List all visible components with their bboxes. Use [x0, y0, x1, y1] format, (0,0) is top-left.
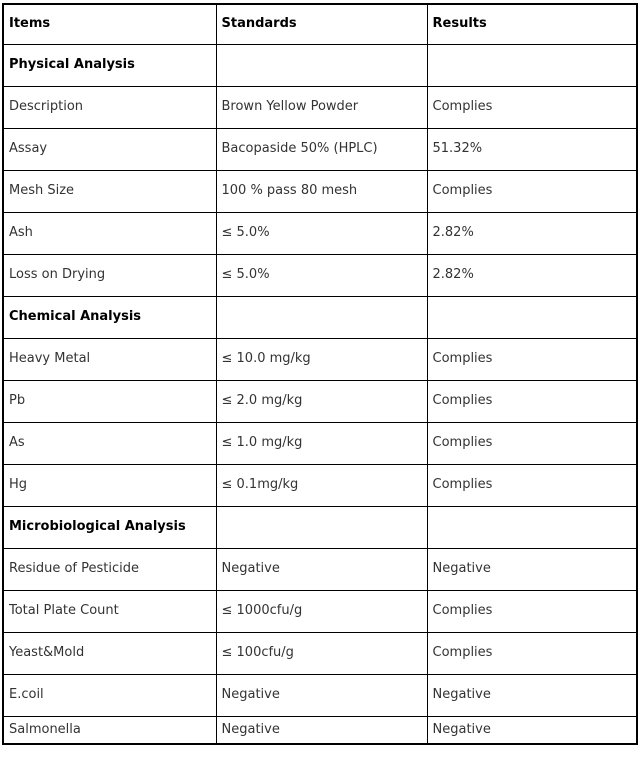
standard-cell: [215, 295, 428, 339]
standard-cell: ≤ 5.0%: [215, 253, 428, 297]
item-cell: As: [2, 421, 217, 465]
result-cell: Negative: [426, 673, 638, 717]
result-cell: Complies: [426, 169, 638, 213]
standard-cell: Brown Yellow Powder: [215, 85, 428, 129]
standard-cell: 100 % pass 80 mesh: [215, 169, 428, 213]
standard-cell: ≤ 1.0 mg/kg: [215, 421, 428, 465]
item-cell: Total Plate Count: [2, 589, 217, 633]
table-row: E.coil Negative Negative: [2, 673, 638, 717]
standard-cell: ≤ 2.0 mg/kg: [215, 379, 428, 423]
table-row: Total Plate Count ≤ 1000cfu/g Complies: [2, 589, 638, 633]
column-header-results: Results: [426, 3, 638, 45]
result-cell: Complies: [426, 421, 638, 465]
table-row: Pb ≤ 2.0 mg/kg Complies: [2, 379, 638, 423]
result-cell: Complies: [426, 463, 638, 507]
item-cell: Pb: [2, 379, 217, 423]
column-header-items: Items: [2, 3, 217, 45]
table-row: As ≤ 1.0 mg/kg Complies: [2, 421, 638, 465]
standard-cell: ≤ 1000cfu/g: [215, 589, 428, 633]
table-row: Hg ≤ 0.1mg/kg Complies: [2, 463, 638, 507]
item-cell: Chemical Analysis: [2, 295, 217, 339]
result-cell: Negative: [426, 547, 638, 591]
result-cell: Complies: [426, 379, 638, 423]
item-cell: Mesh Size: [2, 169, 217, 213]
result-cell: [426, 295, 638, 339]
result-cell: 2.82%: [426, 211, 638, 255]
standard-cell: Negative: [215, 715, 428, 745]
section-row: Chemical Analysis: [2, 295, 638, 339]
item-cell: Microbiological Analysis: [2, 505, 217, 549]
section-row: Microbiological Analysis: [2, 505, 638, 549]
result-cell: Complies: [426, 85, 638, 129]
table-row: Assay Bacopaside 50% (HPLC) 51.32%: [2, 127, 638, 171]
result-cell: Complies: [426, 631, 638, 675]
standard-cell: Negative: [215, 547, 428, 591]
result-cell: 2.82%: [426, 253, 638, 297]
result-cell: Negative: [426, 715, 638, 745]
standard-cell: Negative: [215, 673, 428, 717]
result-cell: Complies: [426, 589, 638, 633]
standard-cell: ≤ 100cfu/g: [215, 631, 428, 675]
item-cell: Salmonella: [2, 715, 217, 745]
specification-table: Items Standards Results Physical Analysi…: [2, 3, 638, 745]
standard-cell: [215, 505, 428, 549]
result-cell: [426, 505, 638, 549]
result-cell: Complies: [426, 337, 638, 381]
table-row: Heavy Metal ≤ 10.0 mg/kg Complies: [2, 337, 638, 381]
table-row: Description Brown Yellow Powder Complies: [2, 85, 638, 129]
item-cell: Heavy Metal: [2, 337, 217, 381]
specification-table-header: Items Standards Results: [2, 3, 638, 45]
item-cell: Assay: [2, 127, 217, 171]
table-row: Mesh Size 100 % pass 80 mesh Complies: [2, 169, 638, 213]
table-row: Loss on Drying ≤ 5.0% 2.82%: [2, 253, 638, 297]
standard-cell: [215, 43, 428, 87]
column-header-standards: Standards: [215, 3, 428, 45]
item-cell: Yeast&Mold: [2, 631, 217, 675]
standard-cell: Bacopaside 50% (HPLC): [215, 127, 428, 171]
section-row: Physical Analysis: [2, 43, 638, 87]
item-cell: Residue of Pesticide: [2, 547, 217, 591]
standard-cell: ≤ 5.0%: [215, 211, 428, 255]
specification-table-body: Physical Analysis Description Brown Yell…: [2, 43, 638, 745]
standard-cell: ≤ 0.1mg/kg: [215, 463, 428, 507]
table-row: Ash ≤ 5.0% 2.82%: [2, 211, 638, 255]
item-cell: Hg: [2, 463, 217, 507]
item-cell: E.coil: [2, 673, 217, 717]
result-cell: 51.32%: [426, 127, 638, 171]
table-row: Salmonella Negative Negative: [2, 715, 638, 745]
result-cell: [426, 43, 638, 87]
header-row: Items Standards Results: [2, 3, 638, 45]
standard-cell: ≤ 10.0 mg/kg: [215, 337, 428, 381]
item-cell: Physical Analysis: [2, 43, 217, 87]
table-row: Yeast&Mold ≤ 100cfu/g Complies: [2, 631, 638, 675]
item-cell: Description: [2, 85, 217, 129]
table-row: Residue of Pesticide Negative Negative: [2, 547, 638, 591]
item-cell: Loss on Drying: [2, 253, 217, 297]
item-cell: Ash: [2, 211, 217, 255]
